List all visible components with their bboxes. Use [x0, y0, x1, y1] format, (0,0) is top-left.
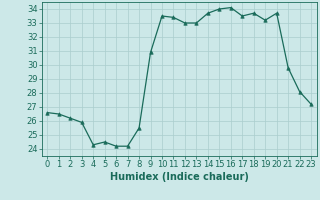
X-axis label: Humidex (Indice chaleur): Humidex (Indice chaleur) — [110, 172, 249, 182]
